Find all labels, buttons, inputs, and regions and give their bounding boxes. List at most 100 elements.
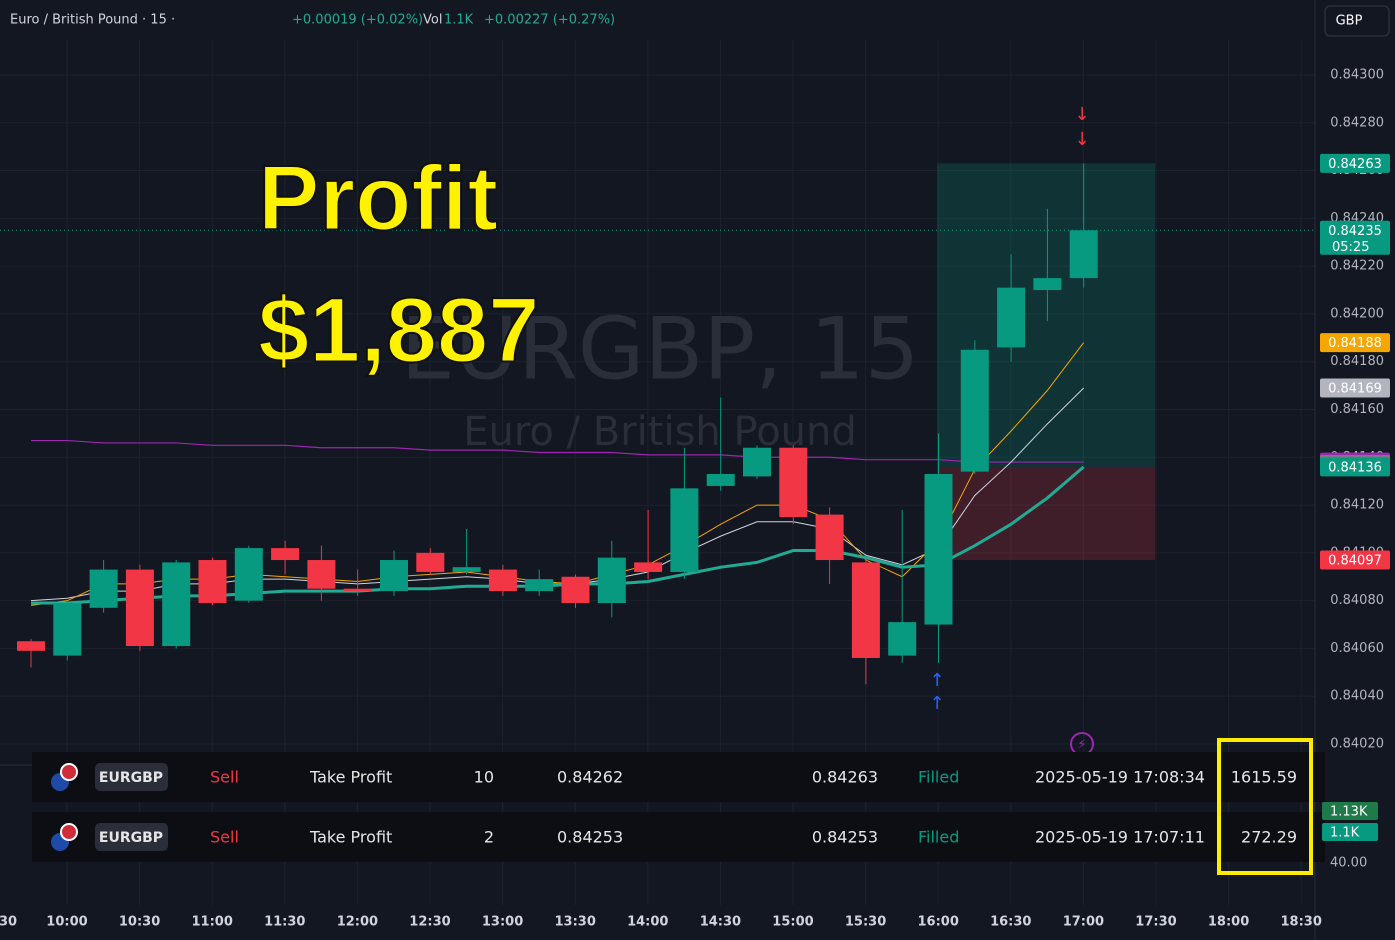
currency: GBP (1336, 14, 1363, 29)
vol-value: 1.1K (444, 13, 474, 28)
order-qty: 2 (484, 828, 494, 847)
x-tick-label: 15:30 (845, 915, 886, 930)
order-row[interactable] (32, 812, 1325, 862)
change: +0.00019 (+0.02%) (292, 13, 423, 28)
price-tag (1320, 333, 1390, 353)
event-icon-glyph: ⚡ (1077, 738, 1086, 753)
candle-body (561, 576, 590, 604)
candle-body (162, 562, 191, 647)
price-tag-label: 0.84263 (1328, 157, 1382, 172)
candle-body (53, 603, 82, 656)
buy-arrow: ↑ (929, 693, 944, 714)
order-side: Sell (210, 768, 239, 787)
candle-body (307, 560, 336, 589)
candle-body (198, 560, 227, 604)
x-tick-label: 10:00 (46, 915, 87, 930)
x-tick-label: 13:30 (555, 915, 596, 930)
x-tick-label: 17:00 (1063, 915, 1104, 930)
countdown: 05:25 (1332, 240, 1369, 255)
price-tag-label: 0.84097 (1328, 554, 1382, 569)
order-fill: 0.84253 (812, 828, 878, 847)
x-tick-label: 14:30 (700, 915, 741, 930)
price-tag-label: 0.84235 (1328, 224, 1382, 239)
watermark-symbol: EURGBP, 15 (401, 299, 920, 399)
x-tick-label: 13:00 (482, 915, 523, 930)
order-price: 0.84262 (557, 768, 623, 787)
volume-label: 1.1K (1330, 826, 1360, 841)
day-change: +0.00227 (+0.27%) (484, 13, 615, 28)
buy-arrow: ↑ (929, 670, 944, 691)
order-type: Take Profit (309, 768, 392, 787)
candle-body (960, 349, 989, 472)
candle-body (17, 641, 45, 651)
order-status: Filled (918, 768, 959, 787)
candle-body (924, 474, 953, 625)
watermark-name: Euro / British Pound (463, 409, 857, 455)
candle-body (851, 562, 880, 658)
flag-gb (60, 763, 78, 781)
order-qty: 10 (474, 768, 494, 787)
candle-body (525, 579, 554, 592)
loss-zone (937, 466, 1155, 561)
x-tick-label: 14:00 (627, 915, 668, 930)
x-tick-label: 12:30 (409, 915, 450, 930)
candle-body (670, 488, 699, 572)
order-symbol: EURGBP (99, 830, 163, 846)
order-row[interactable] (32, 752, 1325, 802)
price-tag (1320, 220, 1390, 255)
candle-body (380, 560, 408, 592)
candle-body (343, 588, 372, 592)
volume-label: 40.00 (1330, 856, 1367, 871)
price-tag (1320, 153, 1390, 173)
order-fill: 0.84263 (812, 768, 878, 787)
y-tick-label: 0.84020 (1330, 737, 1384, 752)
currency-button[interactable] (1324, 5, 1390, 37)
candle-body (706, 474, 735, 486)
order-time: 2025-05-19 17:07:11 (1035, 828, 1205, 847)
y-tick-label: 0.84120 (1330, 498, 1384, 513)
candle-body (416, 552, 445, 572)
y-tick-label: 0.84280 (1330, 115, 1384, 130)
y-tick-label: 0.84300 (1330, 67, 1384, 82)
x-tick-label: 18:00 (1208, 915, 1249, 930)
symbol-pill (95, 823, 168, 851)
candle-body (634, 562, 663, 572)
candle-body (125, 569, 154, 647)
candle-body (271, 548, 300, 561)
candle-body (779, 447, 808, 518)
x-tick-label: 18:30 (1281, 915, 1322, 930)
y-tick-label: 0.84200 (1330, 306, 1384, 321)
volume-label: 1.13K (1330, 805, 1368, 820)
overlay-amount: $1,887 (258, 279, 539, 381)
y-tick-label: 0.84160 (1330, 402, 1384, 417)
price-tag-label: 0.84169 (1328, 381, 1382, 396)
candle-body (743, 447, 771, 477)
y-tick-label: 0.84060 (1330, 641, 1384, 656)
order-side: Sell (210, 828, 239, 847)
x-tick-label: 11:30 (264, 915, 305, 930)
x-tick-label: 30 (0, 915, 17, 930)
price-tag-label: 0.84136 (1328, 460, 1382, 475)
price-tag (1320, 378, 1390, 398)
candle-body (815, 514, 844, 561)
candle-body (1033, 278, 1062, 291)
y-tick-label: 0.84180 (1330, 354, 1384, 369)
symbol-pill (95, 763, 168, 791)
price-tag-label: 0.84188 (1328, 336, 1382, 351)
candle-body (997, 287, 1026, 348)
volume-tag (1322, 802, 1378, 820)
flag-gb (60, 823, 78, 841)
order-type: Take Profit (309, 828, 392, 847)
y-tick-label: 0.84040 (1330, 689, 1384, 704)
volume-tag (1322, 823, 1378, 841)
order-price: 0.84253 (557, 828, 623, 847)
candle-body (888, 622, 917, 656)
x-tick-label: 17:30 (1135, 915, 1176, 930)
vol-label: Vol (423, 13, 442, 28)
sell-arrow: ↓ (1074, 104, 1089, 125)
order-time: 2025-05-19 17:08:34 (1035, 768, 1205, 787)
x-tick-label: 16:30 (990, 915, 1031, 930)
price-tag (1320, 550, 1390, 570)
